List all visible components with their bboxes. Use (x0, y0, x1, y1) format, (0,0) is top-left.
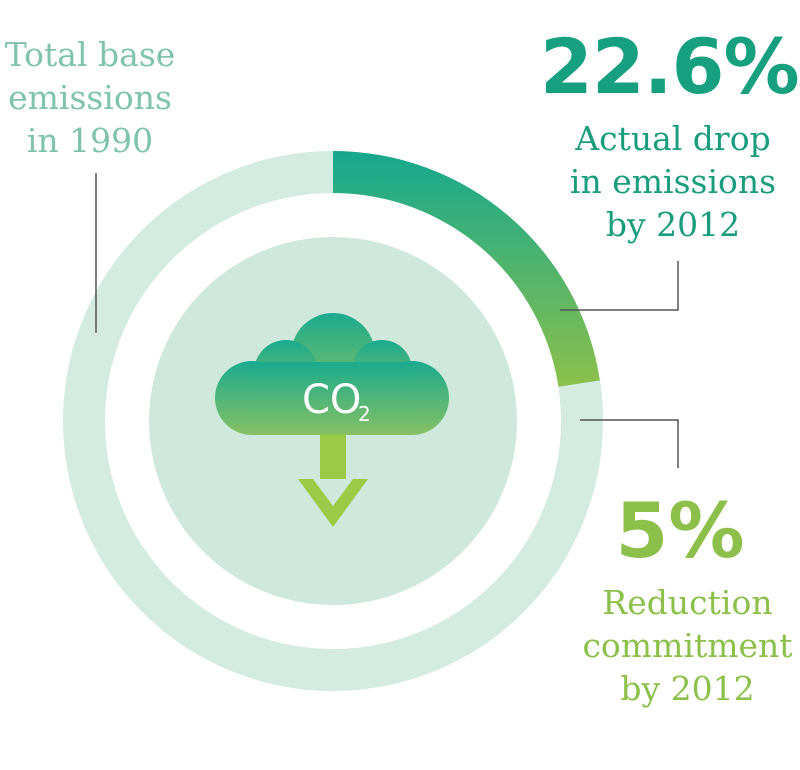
total-base-label: Total base emissions in 1990 (4, 35, 176, 160)
actual-drop-arc (333, 151, 600, 387)
reduction-commitment-label: Reduction commitment by 2012 (582, 583, 793, 708)
cloud-co2-down-arrow-icon: CO 2 (215, 313, 449, 527)
leader-line-commit (580, 419, 679, 468)
co2-subscript: 2 (358, 402, 371, 426)
commitment-percent: 5% (615, 486, 745, 575)
actual-drop-percent: 22.6% (540, 22, 800, 111)
actual-drop-label: Actual drop in emissions by 2012 (569, 119, 777, 244)
co2-text: CO (302, 377, 361, 423)
leader-line-actual (560, 261, 679, 311)
